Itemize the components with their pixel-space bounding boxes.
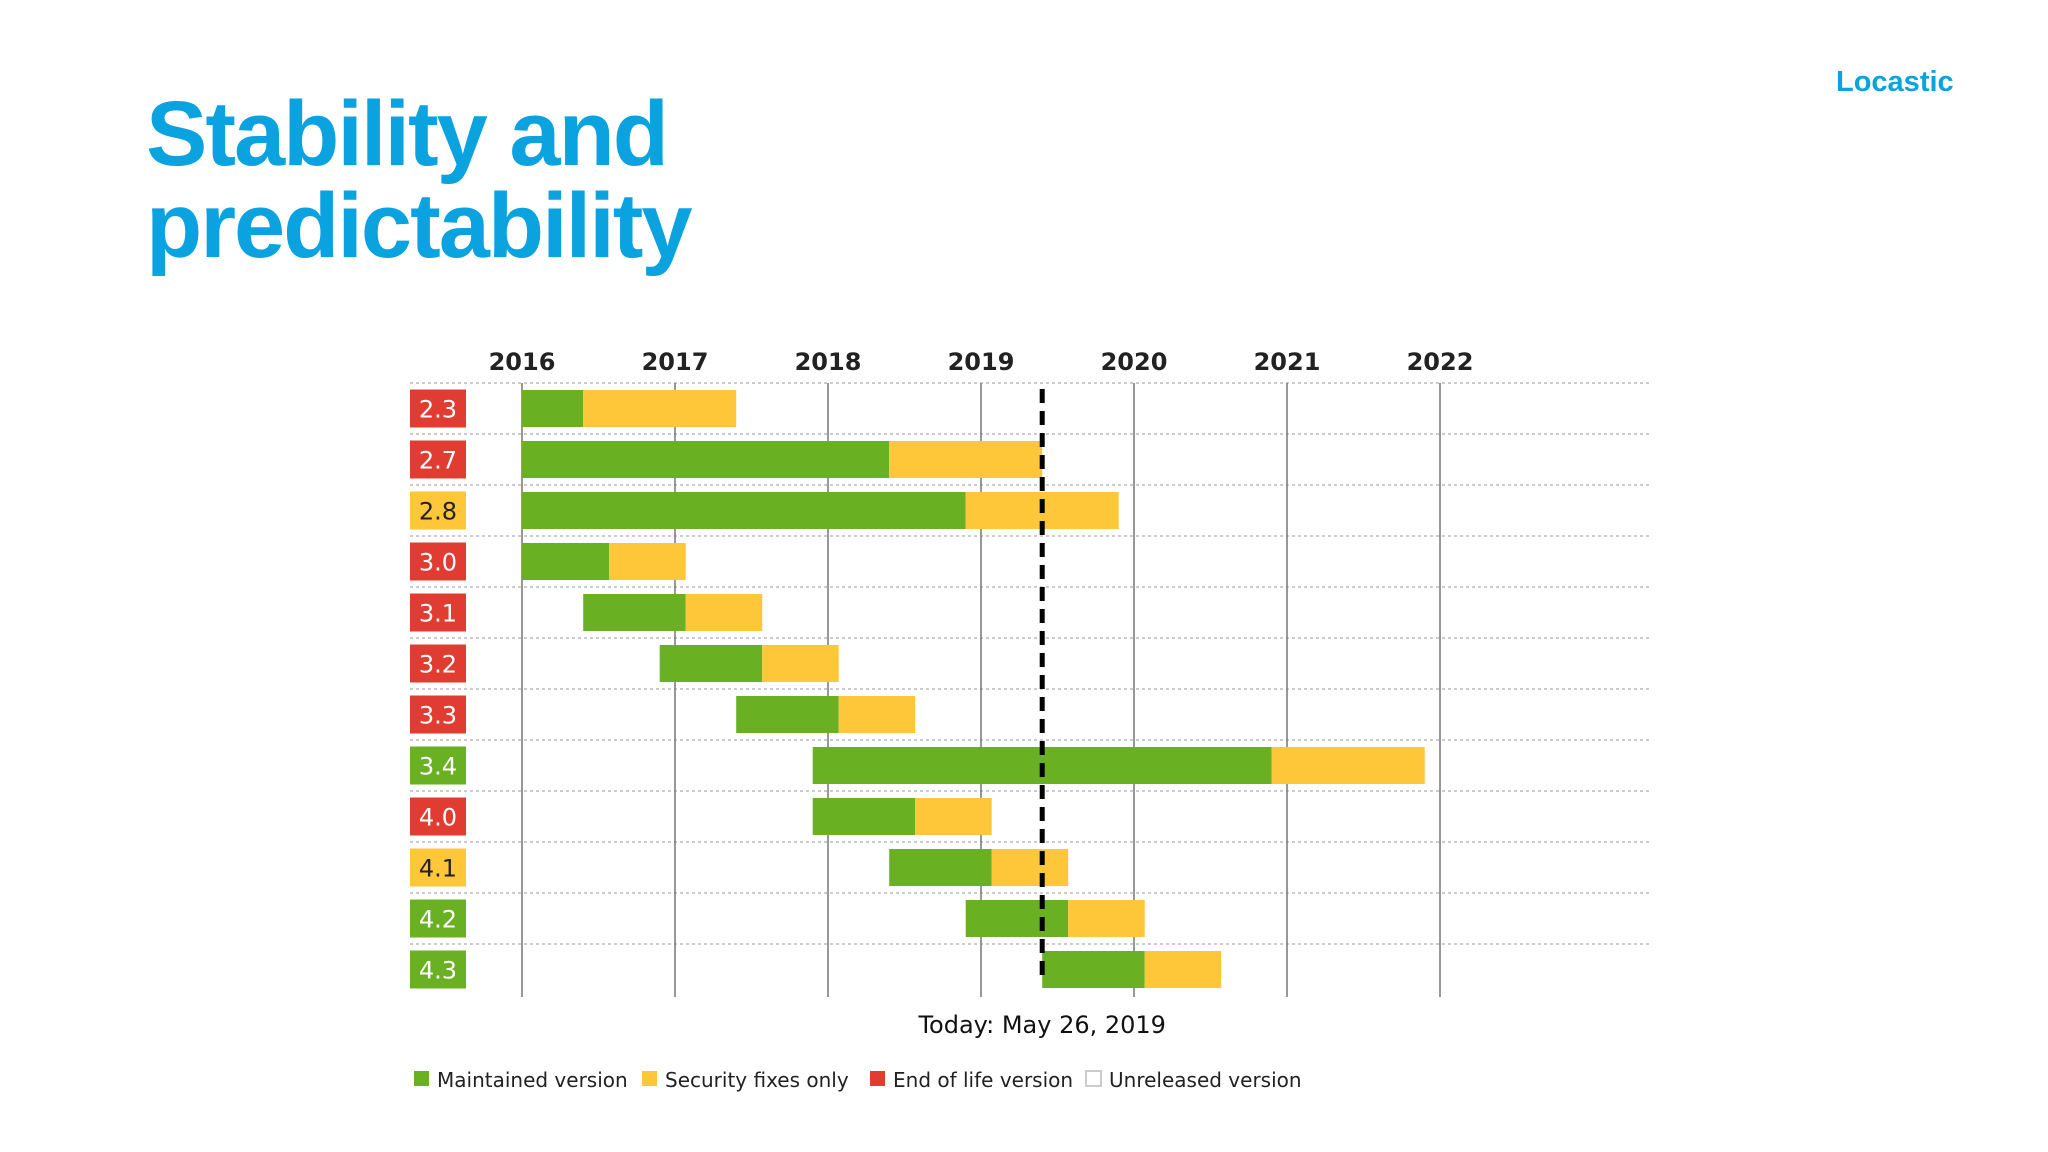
security-bar-3.3 (838, 696, 916, 733)
maintained-bar-4.3 (1042, 951, 1145, 988)
slide-title: Stability and predictability (146, 88, 693, 272)
maintained-bar-2.8 (522, 492, 966, 529)
version-label: 3.1 (419, 600, 457, 628)
security-bar-2.7 (889, 441, 1043, 478)
title-line-1: Stability and (146, 83, 669, 185)
maintained-bar-3.1 (583, 594, 686, 631)
maintained-bar-3.3 (736, 696, 839, 733)
maintained-bar-3.2 (659, 645, 763, 682)
version-badge-4.2 (410, 899, 466, 938)
version-label: 3.2 (419, 651, 457, 679)
year-tick-label: 2019 (948, 348, 1015, 376)
version-label: 3.0 (419, 549, 457, 577)
legend-label-maintained: Maintained version (437, 1068, 628, 1092)
title-line-2: predictability (146, 175, 693, 277)
security-bar-2.3 (583, 390, 737, 427)
version-label: 4.0 (419, 804, 457, 832)
legend-label-eol: End of life version (893, 1068, 1073, 1092)
year-tick-label: 2020 (1101, 348, 1168, 376)
version-label: 4.1 (419, 855, 457, 883)
legend-swatch-unreleased (1085, 1070, 1102, 1087)
brand-logo: Locastic (1836, 66, 1954, 98)
maintained-bar-2.3 (522, 390, 584, 427)
legend-label-security: Security fixes only (665, 1068, 849, 1092)
security-bar-3.2 (762, 645, 839, 682)
version-badge-4.1 (410, 848, 466, 887)
legend-swatch-maintained (414, 1071, 429, 1086)
version-badge-3.4 (410, 746, 466, 785)
security-bar-4.3 (1144, 951, 1222, 988)
version-badge-3.2 (410, 644, 466, 683)
year-tick-label: 2022 (1407, 348, 1474, 376)
version-badge-2.8 (410, 491, 466, 530)
legend-swatch-eol (870, 1071, 885, 1086)
year-tick-label: 2021 (1254, 348, 1321, 376)
version-label: 3.3 (419, 702, 457, 730)
maintained-bar-4.1 (889, 849, 992, 886)
version-label: 3.4 (419, 753, 457, 781)
maintained-bar-4.0 (812, 798, 916, 835)
security-bar-3.1 (685, 594, 763, 631)
version-badge-3.1 (410, 593, 466, 632)
security-bar-4.1 (991, 849, 1069, 886)
version-badge-4.0 (410, 797, 466, 836)
version-label: 2.3 (419, 396, 457, 424)
maintained-bar-4.2 (965, 900, 1069, 937)
security-bar-3.4 (1271, 747, 1425, 784)
version-label: 4.2 (419, 906, 457, 934)
legend-swatch-security (642, 1071, 657, 1086)
version-label: 2.7 (419, 447, 457, 475)
maintained-bar-2.7 (522, 441, 890, 478)
version-label: 4.3 (419, 957, 457, 985)
year-tick-label: 2018 (795, 348, 862, 376)
security-bar-4.0 (915, 798, 992, 835)
legend-label-unreleased: Unreleased version (1109, 1068, 1302, 1092)
today-label: Today: May 26, 2019 (917, 1011, 1166, 1039)
version-badge-3.0 (410, 542, 466, 581)
security-bar-3.0 (609, 543, 686, 580)
security-bar-4.2 (1068, 900, 1145, 937)
version-badge-2.3 (410, 389, 466, 428)
version-badge-3.3 (410, 695, 466, 734)
maintained-bar-3.0 (522, 543, 610, 580)
version-badge-4.3 (410, 950, 466, 989)
year-tick-label: 2017 (642, 348, 709, 376)
year-tick-label: 2016 (489, 348, 556, 376)
version-label: 2.8 (419, 498, 457, 526)
version-badge-2.7 (410, 440, 466, 479)
